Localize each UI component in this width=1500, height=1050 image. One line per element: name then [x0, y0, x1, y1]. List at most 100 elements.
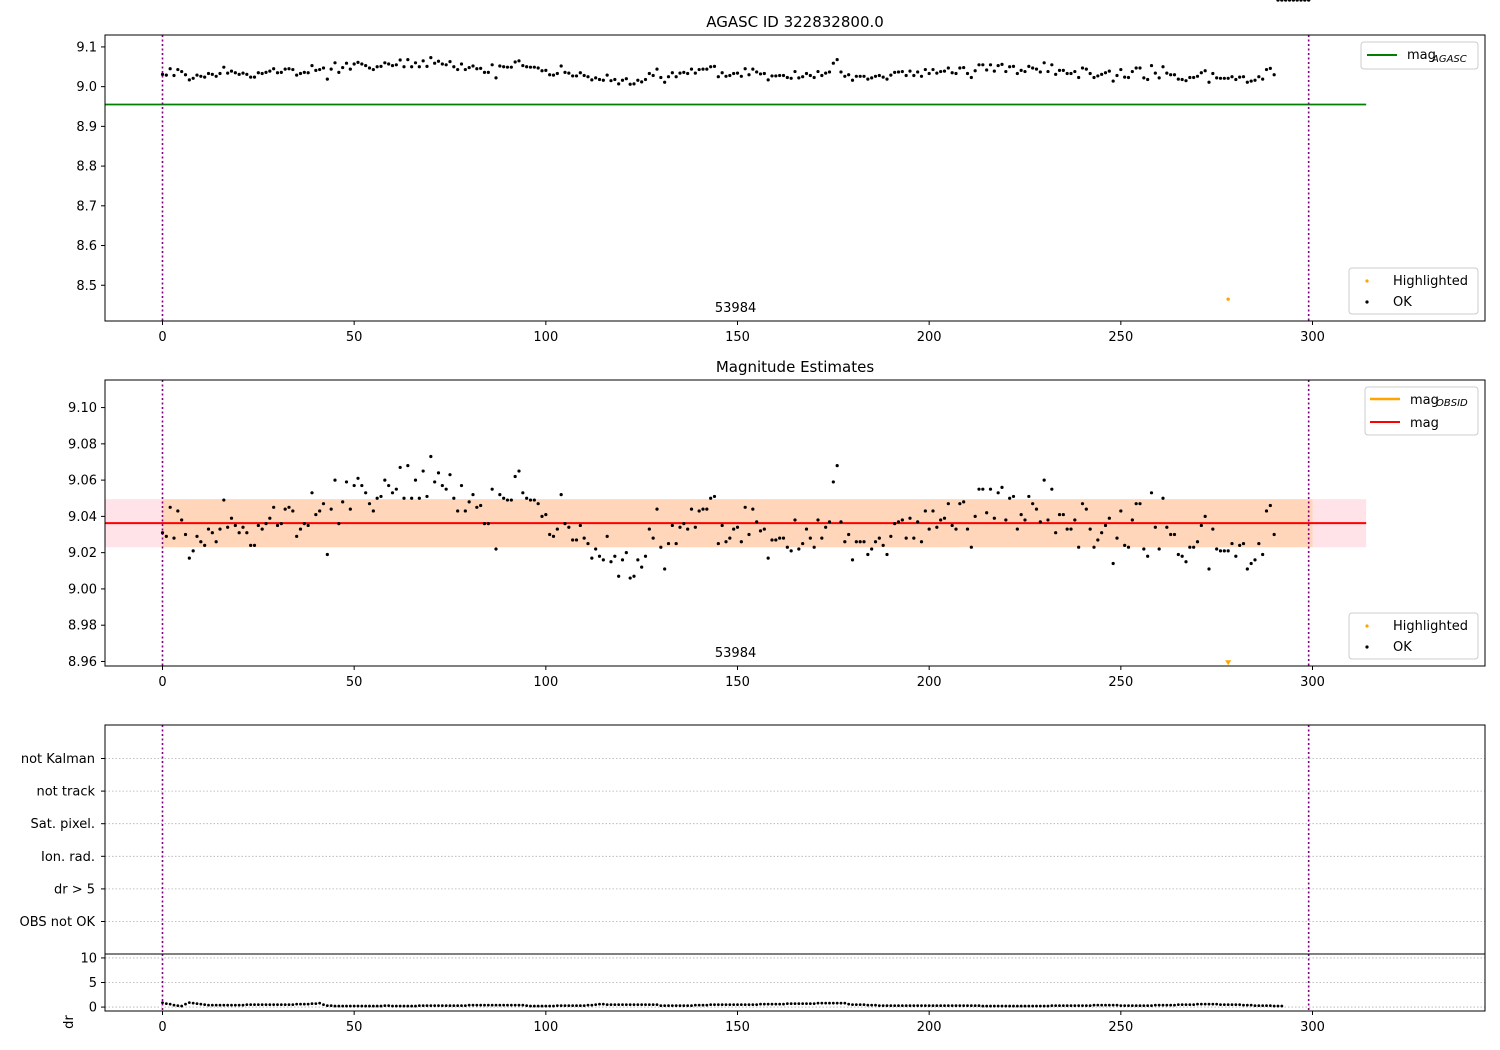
data-point-ok [1073, 69, 1077, 74]
dr-point [486, 1003, 490, 1007]
dr-point [866, 1003, 870, 1007]
data-point-ok [697, 509, 701, 513]
dr-point [778, 1002, 782, 1006]
data-point-ok [1092, 545, 1096, 549]
dr-point [644, 1003, 647, 1007]
dr-point [1058, 1004, 1061, 1007]
dr-point [352, 1004, 356, 1008]
data-point-ok [950, 71, 954, 75]
data-point-ok [1161, 65, 1165, 69]
data-point-ok [306, 523, 310, 528]
data-point-ok [969, 75, 973, 80]
data-point-ok [479, 503, 483, 508]
dr-point [690, 1004, 693, 1007]
data-point-ok [1038, 520, 1042, 524]
dr-point [456, 1004, 460, 1007]
dr-point [981, 1004, 985, 1008]
dr-point [329, 1004, 333, 1007]
legend-markers-estimates: Highlighted OK [1348, 612, 1479, 660]
data-point-ok [820, 73, 824, 78]
x-tick-label: 0 [158, 1020, 166, 1035]
dr-point [502, 1003, 506, 1007]
data-point-ok [605, 534, 609, 538]
data-point-ok [586, 541, 590, 546]
dr-point [218, 1003, 222, 1007]
data-point-ok [686, 71, 690, 76]
data-point-ok [394, 487, 398, 491]
data-point-ok [1138, 502, 1142, 506]
data-point-ok [295, 534, 299, 538]
data-point-ok [812, 545, 816, 549]
dr-point [617, 1003, 621, 1007]
data-point-ok [640, 565, 644, 569]
data-point-ok [440, 62, 444, 66]
data-point-ok [352, 483, 356, 488]
data-point-ok [1019, 68, 1023, 72]
data-point-ok [283, 507, 287, 511]
dr-point [1184, 1003, 1188, 1007]
data-point-ok [517, 59, 521, 63]
data-point-ok [808, 536, 812, 540]
dr-point [805, 1002, 808, 1006]
dr-point [187, 1001, 191, 1005]
data-point-ok [214, 74, 218, 78]
data-point-ok [1165, 525, 1169, 529]
legend-marker-ok [1365, 300, 1369, 304]
dr-point [954, 1004, 958, 1007]
data-point-ok [743, 67, 747, 71]
data-point-ok [195, 534, 199, 538]
data-point-ok [333, 61, 337, 65]
dr-point [1015, 1004, 1019, 1008]
data-point-ok [682, 70, 686, 74]
data-point-ok [900, 69, 904, 74]
dr-point [973, 1004, 977, 1007]
data-point-ok [298, 71, 303, 76]
data-point-ok [226, 71, 230, 75]
data-point-ok [835, 464, 839, 468]
data-point-ok [521, 63, 525, 68]
dr-point [230, 1003, 233, 1007]
data-point-ok [1000, 485, 1004, 489]
dr-point [1207, 1002, 1211, 1006]
data-point-ok [674, 541, 678, 546]
dr-point [318, 1001, 322, 1005]
data-point-ok [620, 558, 625, 562]
data-point-ok [881, 543, 885, 547]
data-point-ok [881, 75, 885, 79]
dr-point [697, 1003, 701, 1007]
data-point-ok [436, 59, 441, 63]
data-point-ok [1096, 74, 1100, 78]
dr-point [716, 1003, 720, 1007]
dr-point [1050, 1004, 1054, 1007]
dr-point [176, 1004, 180, 1007]
data-point-ok [751, 67, 755, 71]
data-point-ok [927, 71, 931, 76]
data-point-ok [762, 71, 766, 76]
data-point-ok [939, 518, 943, 522]
data-point-ok [812, 75, 816, 80]
data-point-ok [666, 75, 671, 79]
dr-point [1272, 1004, 1276, 1008]
data-point-ok [908, 516, 912, 520]
data-point-ok [367, 502, 372, 506]
data-point-ok [789, 549, 793, 553]
x-tick-label: 50 [346, 675, 363, 690]
dr-point [314, 1002, 318, 1006]
dr-point [272, 1003, 276, 1007]
data-point-ok [781, 73, 786, 78]
dr-point [425, 1004, 429, 1007]
data-point-ok [471, 493, 475, 497]
data-point-ok [1031, 66, 1035, 70]
data-point-ok [260, 527, 264, 531]
dr-point [789, 1002, 793, 1006]
data-point-ok [548, 532, 552, 537]
data-point-ok [816, 69, 820, 74]
data-point-ok [778, 536, 782, 540]
data-point-ok [398, 465, 402, 470]
dr-point [797, 1002, 801, 1006]
data-point-ok [985, 511, 989, 515]
data-point-ok [187, 78, 191, 82]
data-point-ok [778, 73, 782, 78]
dr-point [1012, 1004, 1015, 1008]
